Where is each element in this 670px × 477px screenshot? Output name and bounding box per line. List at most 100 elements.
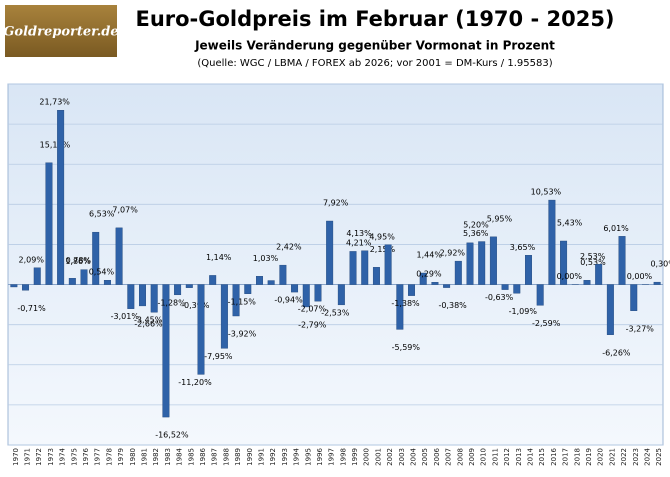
x-tick-label: 2018 <box>573 448 581 466</box>
x-tick-label: 2003 <box>398 448 406 466</box>
bar <box>619 236 626 284</box>
data-label: -2,59% <box>532 319 561 328</box>
data-label: 10,53% <box>531 188 562 197</box>
data-label: 1,86% <box>65 257 91 266</box>
data-label: 1,03% <box>253 254 279 263</box>
data-label: -3,45% <box>134 316 163 325</box>
bar <box>46 163 53 285</box>
x-tick-label: 1984 <box>176 447 184 465</box>
bar <box>338 285 345 305</box>
data-label: -6,26% <box>602 348 631 357</box>
data-label: 0,00% <box>627 272 653 281</box>
bar <box>104 280 111 284</box>
x-tick-label: 1992 <box>269 448 277 466</box>
x-tick-label: 2002 <box>386 448 394 466</box>
x-tick-label: 1996 <box>316 447 324 465</box>
x-tick-label: 1997 <box>328 448 336 466</box>
x-tick-label: 2012 <box>503 448 511 466</box>
x-tick-label: 1978 <box>105 448 113 466</box>
bar <box>584 280 591 284</box>
chart-subtitle: Jeweils Veränderung gegenüber Vormonat i… <box>194 39 555 53</box>
x-tick-label: 1986 <box>199 447 207 465</box>
x-tick-label: 1975 <box>70 448 78 466</box>
bar <box>315 285 322 302</box>
bar <box>198 285 205 375</box>
data-label: 0,54% <box>89 268 115 277</box>
bar <box>22 285 29 291</box>
data-label: -7,95% <box>204 352 233 361</box>
data-label: 2,15% <box>370 245 396 254</box>
data-label: -3,92% <box>228 330 257 339</box>
bar <box>303 285 310 307</box>
x-tick-label: 2004 <box>410 447 418 465</box>
x-tick-label: 1983 <box>164 448 172 466</box>
bar <box>408 285 415 296</box>
x-tick-label: 1972 <box>35 448 43 466</box>
x-tick-label: 1976 <box>82 447 90 465</box>
data-label: -2,79% <box>298 320 327 329</box>
bar <box>350 251 357 284</box>
x-tick-label: 1979 <box>117 448 125 466</box>
bar <box>630 285 637 311</box>
chart-title: Euro-Goldpreis im Februar (1970 - 2025) <box>135 7 614 31</box>
x-tick-label: 2021 <box>608 448 616 466</box>
data-label: -1,09% <box>509 307 538 316</box>
data-label: 15,18% <box>40 140 71 149</box>
data-label: 2,09% <box>19 255 45 264</box>
data-label: 5,36% <box>463 229 489 238</box>
x-tick-label: 2024 <box>643 447 651 465</box>
bar <box>221 285 228 349</box>
x-tick-label: 2010 <box>480 448 488 466</box>
data-label: 6,53% <box>89 210 115 219</box>
data-label: 5,43% <box>557 218 583 227</box>
x-tick-label: 1982 <box>152 448 160 466</box>
data-label: 7,92% <box>323 199 349 208</box>
logo: Goldreporter.de <box>3 25 118 40</box>
x-tick-label: 2019 <box>585 448 593 466</box>
bar <box>525 255 532 284</box>
data-label: -3,27% <box>626 324 655 333</box>
x-tick-label: 2000 <box>363 448 371 466</box>
bar <box>490 237 497 285</box>
bar <box>280 265 287 284</box>
data-label: 0,30% <box>650 260 670 269</box>
x-tick-label: 2022 <box>620 448 628 466</box>
bar <box>81 270 88 285</box>
data-label: 4,13% <box>346 229 372 238</box>
bar <box>69 278 76 284</box>
data-label: -0,94% <box>274 296 303 305</box>
bar <box>245 285 252 294</box>
x-tick-label: 2016 <box>550 447 558 465</box>
bar <box>373 267 380 284</box>
bar <box>128 285 135 309</box>
x-tick-label: 2015 <box>538 448 546 466</box>
bar <box>654 282 661 284</box>
x-tick-label: 1998 <box>339 448 347 466</box>
data-label: -1,15% <box>228 297 257 306</box>
data-label: 0,29% <box>416 270 442 279</box>
x-tick-label: 1999 <box>351 448 359 466</box>
bar <box>385 245 392 285</box>
x-tick-label: 1989 <box>234 448 242 466</box>
data-label: 5,95% <box>487 214 513 223</box>
x-tick-label: 2013 <box>515 448 523 466</box>
bar <box>502 285 509 290</box>
data-label: 7,07% <box>112 205 138 214</box>
bar <box>209 275 216 284</box>
x-tick-label: 2014 <box>526 447 534 465</box>
x-tick-label: 2020 <box>597 448 605 466</box>
bar <box>11 285 18 287</box>
data-label: 0,00% <box>557 272 583 281</box>
bar <box>595 264 602 284</box>
bar <box>467 243 474 285</box>
x-tick-label: 1974 <box>59 447 67 465</box>
x-tick-label: 1993 <box>281 448 289 466</box>
data-label: 2,53% <box>580 252 606 261</box>
x-tick-label: 1987 <box>211 448 219 466</box>
x-tick-label: 2006 <box>433 447 441 465</box>
bar <box>174 285 181 295</box>
bar <box>432 282 439 284</box>
bar <box>291 285 298 293</box>
x-tick-label: 1994 <box>293 447 301 465</box>
